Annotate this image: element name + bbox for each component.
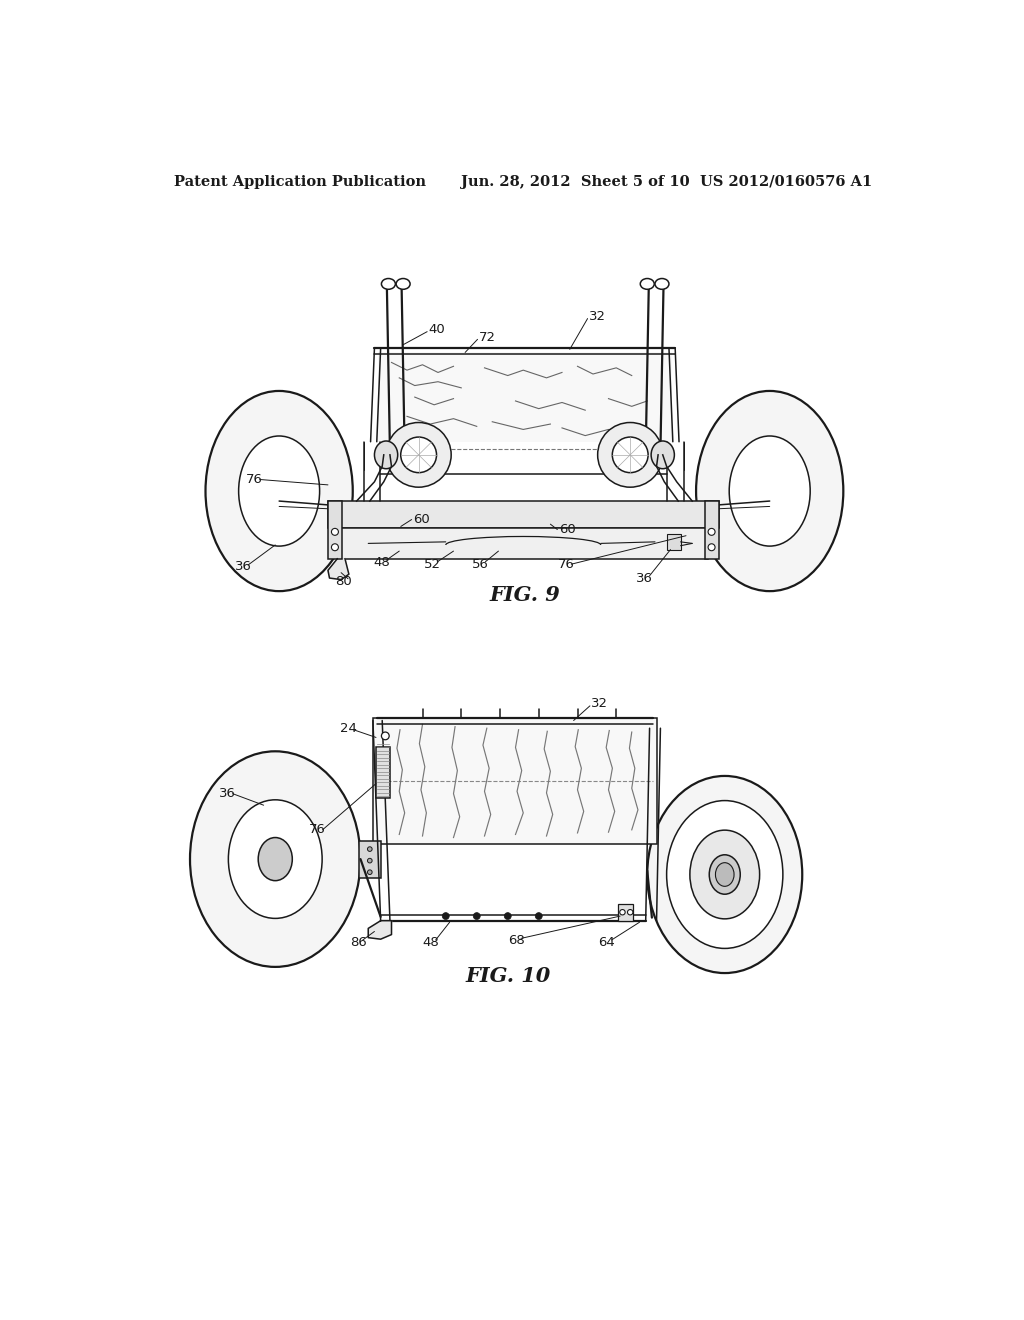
Circle shape [708, 528, 715, 536]
Text: FIG. 10: FIG. 10 [465, 966, 550, 986]
Text: 32: 32 [589, 310, 606, 323]
Text: 52: 52 [424, 557, 441, 570]
Ellipse shape [239, 436, 319, 546]
Ellipse shape [651, 441, 675, 469]
Text: 60: 60 [559, 523, 575, 536]
Polygon shape [328, 558, 349, 579]
Text: 76: 76 [309, 824, 327, 837]
Ellipse shape [386, 422, 452, 487]
Circle shape [536, 912, 543, 920]
Circle shape [368, 847, 372, 851]
Circle shape [708, 544, 715, 550]
Bar [359, 841, 381, 878]
Bar [667, 535, 681, 549]
Text: 40: 40 [429, 323, 445, 335]
Ellipse shape [258, 838, 292, 880]
Text: 48: 48 [373, 556, 390, 569]
Text: 64: 64 [598, 936, 615, 949]
Ellipse shape [190, 751, 360, 966]
Text: Patent Application Publication: Patent Application Publication [174, 174, 427, 189]
Ellipse shape [710, 855, 740, 894]
Ellipse shape [729, 436, 810, 546]
Ellipse shape [612, 437, 648, 473]
Ellipse shape [647, 776, 802, 973]
Ellipse shape [400, 437, 436, 473]
Ellipse shape [396, 279, 410, 289]
Circle shape [473, 912, 480, 920]
Bar [337, 528, 708, 558]
Text: 60: 60 [414, 513, 430, 527]
Bar [376, 747, 390, 797]
Text: 76: 76 [558, 557, 575, 570]
Bar [328, 502, 719, 528]
Ellipse shape [690, 830, 760, 919]
Text: FIG. 9: FIG. 9 [489, 585, 560, 605]
Text: 48: 48 [423, 936, 439, 949]
Circle shape [368, 858, 372, 863]
Ellipse shape [206, 391, 352, 591]
Circle shape [628, 909, 633, 915]
Text: 36: 36 [234, 560, 252, 573]
Ellipse shape [375, 441, 397, 469]
Ellipse shape [598, 422, 663, 487]
Circle shape [332, 528, 338, 536]
Circle shape [620, 909, 626, 915]
Bar [328, 502, 342, 558]
Ellipse shape [381, 279, 395, 289]
Ellipse shape [667, 800, 783, 949]
Bar [705, 502, 719, 558]
Ellipse shape [640, 279, 654, 289]
Bar [617, 904, 633, 921]
FancyBboxPatch shape [378, 352, 672, 442]
Circle shape [504, 912, 511, 920]
Text: Jun. 28, 2012  Sheet 5 of 10: Jun. 28, 2012 Sheet 5 of 10 [461, 174, 690, 189]
Ellipse shape [696, 391, 844, 591]
Ellipse shape [228, 800, 323, 919]
Text: 86: 86 [349, 936, 367, 949]
Text: 72: 72 [479, 330, 496, 343]
Text: 76: 76 [246, 473, 263, 486]
Text: 80: 80 [335, 574, 351, 587]
Text: 68: 68 [508, 935, 524, 948]
Text: 36: 36 [219, 787, 237, 800]
Text: US 2012/0160576 A1: US 2012/0160576 A1 [699, 174, 872, 189]
Circle shape [442, 912, 450, 920]
Polygon shape [369, 921, 391, 940]
Bar [373, 718, 656, 843]
Text: 24: 24 [340, 722, 357, 735]
Text: 56: 56 [472, 557, 489, 570]
Circle shape [381, 733, 389, 739]
Circle shape [368, 870, 372, 875]
Text: 36: 36 [636, 572, 653, 585]
Circle shape [332, 544, 338, 550]
Ellipse shape [655, 279, 669, 289]
Ellipse shape [716, 863, 734, 886]
Text: 32: 32 [592, 697, 608, 710]
